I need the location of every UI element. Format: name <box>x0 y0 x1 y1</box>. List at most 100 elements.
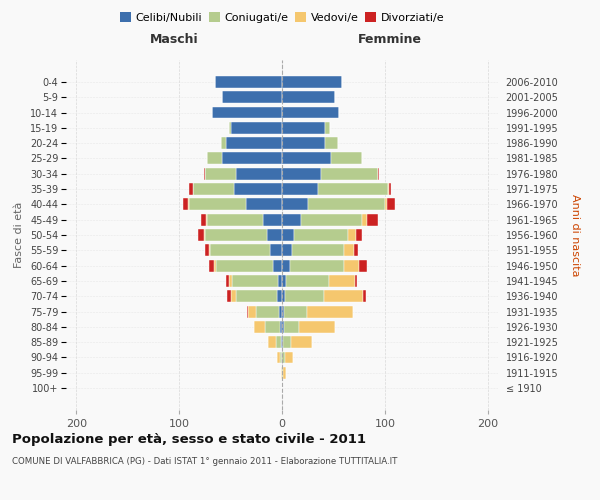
Bar <box>356 229 362 241</box>
Bar <box>230 290 236 302</box>
Bar <box>214 260 216 272</box>
Bar <box>207 214 263 226</box>
Y-axis label: Fasce di età: Fasce di età <box>14 202 25 268</box>
Bar <box>282 106 338 118</box>
Bar <box>282 91 335 103</box>
Bar <box>226 137 282 149</box>
Bar <box>318 183 388 195</box>
Bar <box>282 244 292 256</box>
Bar <box>388 183 389 195</box>
Bar <box>247 306 248 318</box>
Bar <box>282 306 284 318</box>
Bar <box>273 260 282 272</box>
Bar <box>236 168 282 179</box>
Bar <box>248 306 256 318</box>
Bar <box>301 214 362 226</box>
Bar <box>226 275 229 287</box>
Bar <box>283 336 291 348</box>
Bar <box>216 260 273 272</box>
Bar <box>286 275 329 287</box>
Bar <box>206 214 207 226</box>
Bar <box>282 214 301 226</box>
Bar <box>281 367 282 379</box>
Bar <box>387 198 395 210</box>
Bar <box>292 244 344 256</box>
Bar <box>229 122 230 134</box>
Bar <box>282 367 283 379</box>
Bar <box>230 122 282 134</box>
Bar <box>282 275 286 287</box>
Bar <box>233 183 282 195</box>
Legend: Celibi/Nubili, Coniugati/e, Vedovi/e, Divorziati/e: Celibi/Nubili, Coniugati/e, Vedovi/e, Di… <box>115 8 449 28</box>
Bar <box>227 290 230 302</box>
Bar <box>367 214 377 226</box>
Bar <box>279 306 282 318</box>
Bar <box>190 183 193 195</box>
Text: Popolazione per età, sesso e stato civile - 2011: Popolazione per età, sesso e stato civil… <box>12 432 366 446</box>
Bar <box>325 137 338 149</box>
Bar <box>280 321 282 333</box>
Bar <box>201 214 206 226</box>
Bar <box>223 152 282 164</box>
Bar <box>236 290 277 302</box>
Bar <box>282 137 325 149</box>
Bar <box>207 152 223 164</box>
Bar <box>205 244 209 256</box>
Bar <box>193 183 233 195</box>
Bar <box>282 336 283 348</box>
Bar <box>385 198 387 210</box>
Bar <box>190 198 246 210</box>
Bar <box>197 229 204 241</box>
Bar <box>389 183 391 195</box>
Bar <box>282 290 285 302</box>
Bar <box>362 214 367 226</box>
Bar <box>285 352 293 364</box>
Bar <box>282 168 321 179</box>
Bar <box>212 106 282 118</box>
Bar <box>363 290 367 302</box>
Bar <box>266 229 282 241</box>
Bar <box>188 198 190 210</box>
Bar <box>295 229 348 241</box>
Bar <box>263 214 282 226</box>
Bar <box>280 352 282 364</box>
Bar <box>183 198 188 210</box>
Bar <box>291 336 312 348</box>
Bar <box>246 198 282 210</box>
Bar <box>265 321 280 333</box>
Y-axis label: Anni di nascita: Anni di nascita <box>569 194 580 276</box>
Bar <box>209 260 214 272</box>
Bar <box>209 244 210 256</box>
Bar <box>282 76 341 88</box>
Bar <box>256 306 279 318</box>
Text: Femmine: Femmine <box>358 33 422 46</box>
Bar <box>354 244 358 256</box>
Text: Maschi: Maschi <box>149 33 199 46</box>
Bar <box>307 306 353 318</box>
Bar <box>281 336 282 348</box>
Text: COMUNE DI VALFABBRICA (PG) - Dati ISTAT 1° gennaio 2011 - Elaborazione TUTTITALI: COMUNE DI VALFABBRICA (PG) - Dati ISTAT … <box>12 458 397 466</box>
Bar <box>254 321 265 333</box>
Bar <box>221 137 226 149</box>
Bar <box>278 275 282 287</box>
Bar <box>282 260 290 272</box>
Bar <box>215 76 282 88</box>
Bar <box>282 198 308 210</box>
Bar <box>282 183 318 195</box>
Bar <box>276 336 281 348</box>
Bar <box>205 229 266 241</box>
Bar <box>321 168 377 179</box>
Bar <box>282 352 285 364</box>
Bar <box>282 122 325 134</box>
Bar <box>355 275 357 287</box>
Bar <box>232 275 278 287</box>
Bar <box>282 229 295 241</box>
Bar <box>205 168 236 179</box>
Bar <box>324 290 363 302</box>
Bar <box>268 336 276 348</box>
Bar <box>277 352 280 364</box>
Bar <box>204 229 205 241</box>
Bar <box>290 260 344 272</box>
Bar <box>308 198 385 210</box>
Bar <box>210 244 269 256</box>
